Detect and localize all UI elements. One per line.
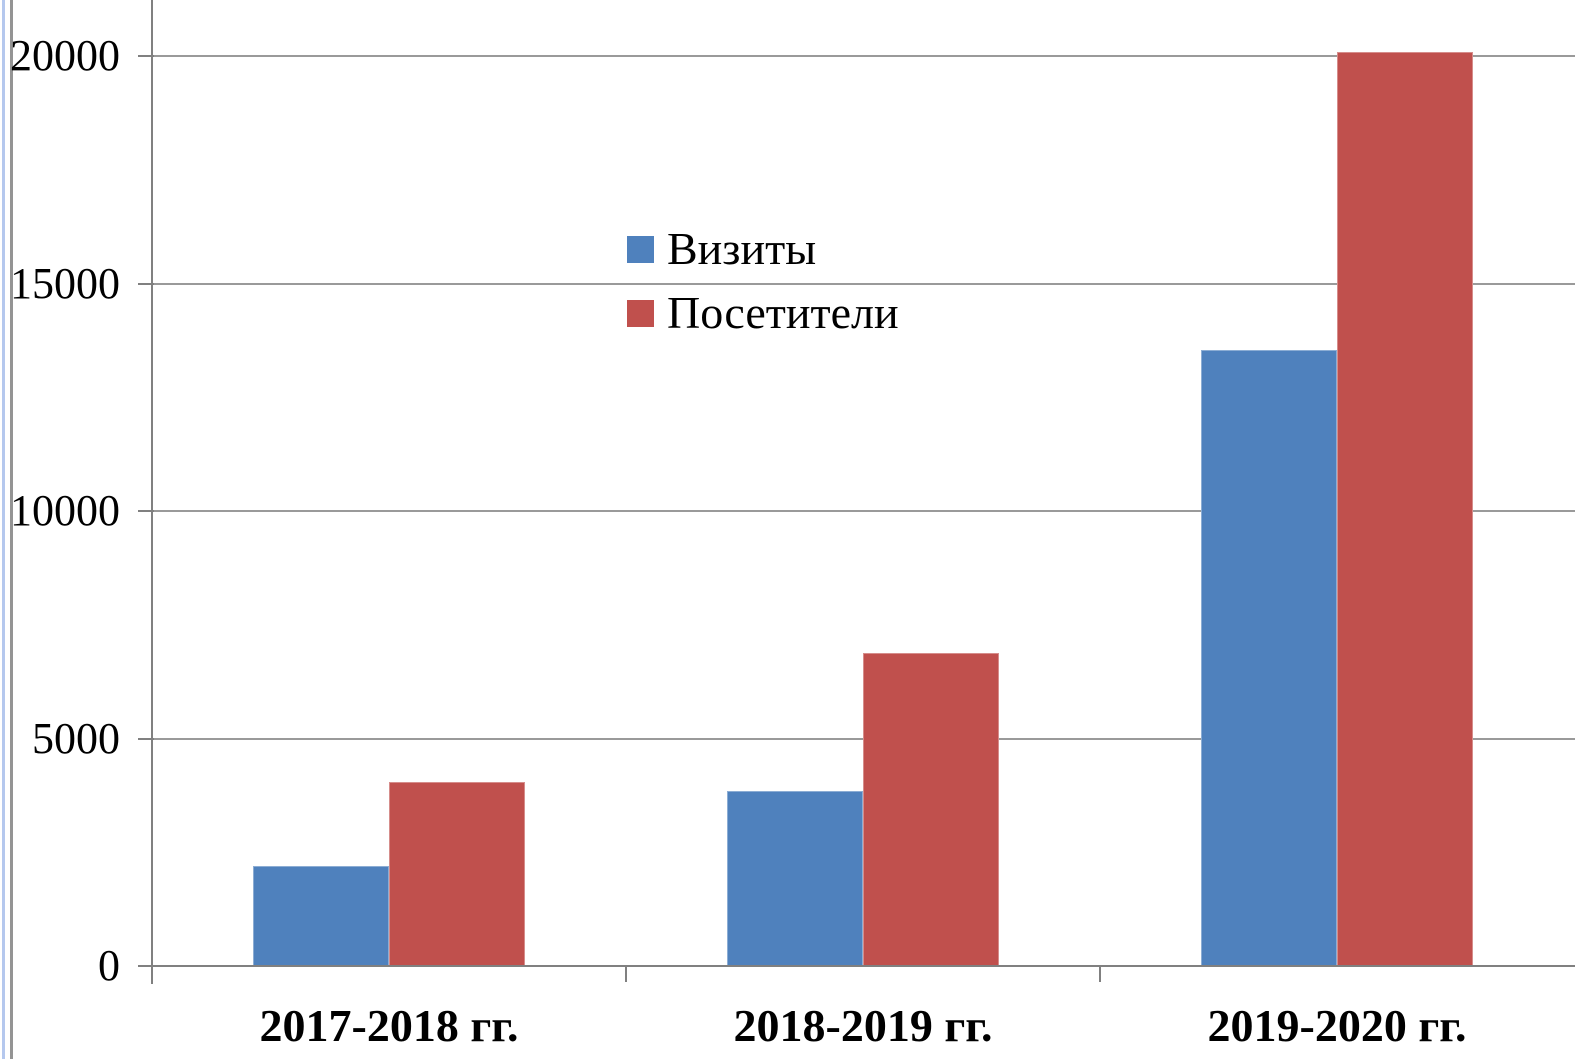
y-axis-line — [151, 0, 153, 984]
y-tick-10000 — [138, 510, 154, 512]
y-tick-20000 — [138, 55, 154, 57]
page-edge-blue-line — [2, 0, 5, 1059]
y-tick-5000 — [138, 737, 154, 740]
y-tick-15000 — [138, 282, 154, 285]
x-axis-line — [152, 965, 1575, 967]
bar-Визиты-2017-2018 гг. — [253, 865, 389, 965]
bar-Визиты-2018-2019 гг. — [727, 790, 863, 965]
gridline-20000 — [153, 55, 1575, 57]
bar-Посетители-2018-2019 гг. — [863, 653, 999, 965]
bar-Посетители-2017-2018 гг. — [389, 781, 525, 965]
y-tick-label: 5000 — [32, 713, 120, 763]
bar-Посетители-2019-2020 гг. — [1337, 51, 1473, 965]
gridline-10000 — [153, 510, 1575, 512]
legend-label: Визиты — [667, 223, 817, 274]
page-edge-gray-line — [10, 0, 13, 1059]
bar-Визиты-2019-2020 гг. — [1201, 349, 1337, 965]
legend-item-Посетители: Посетители — [627, 287, 899, 338]
y-tick-label: 10000 — [10, 486, 120, 535]
legend-swatch-icon — [627, 299, 654, 327]
y-tick-label: 0 — [98, 941, 120, 990]
legend: Визиты Посетители — [627, 223, 899, 355]
y-tick-label: 20000 — [10, 31, 120, 80]
x-boundary-tick-1 — [625, 966, 627, 982]
y-tick-label: 15000 — [10, 258, 120, 308]
x-category-label: 2017-2018 гг. — [259, 1000, 519, 1051]
legend-swatch-icon — [627, 235, 654, 263]
x-boundary-tick-2 — [1099, 966, 1101, 982]
x-category-label: 2019-2020 гг. — [1207, 1000, 1467, 1051]
legend-item-Визиты: Визиты — [627, 223, 899, 274]
legend-label: Посетители — [667, 287, 899, 338]
gridline-15000 — [153, 282, 1575, 285]
y-tick-0 — [138, 965, 154, 967]
x-category-label: 2018-2019 гг. — [733, 1000, 993, 1051]
